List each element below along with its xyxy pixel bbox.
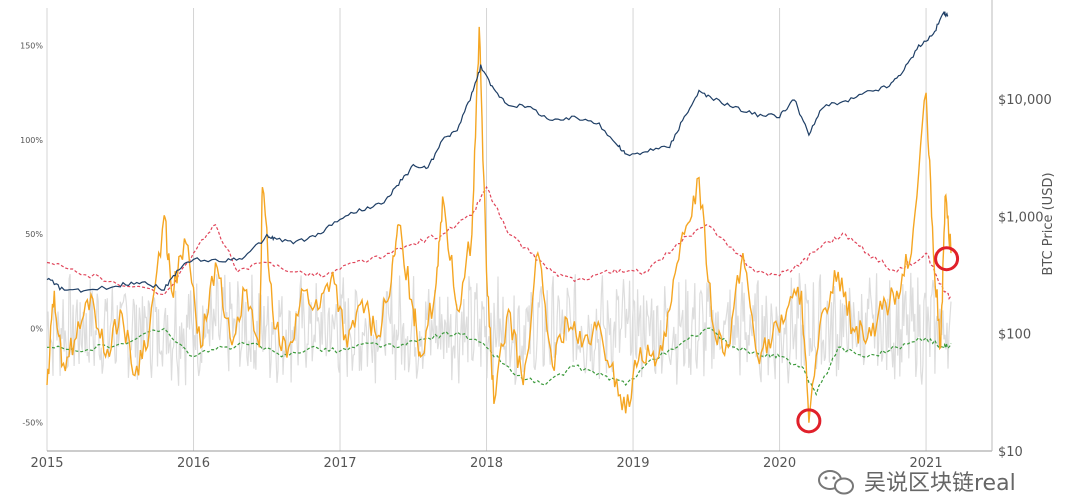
- grid-lines: [46, 8, 927, 451]
- series-group: [46, 11, 952, 423]
- left-tick-label: 150%: [20, 42, 43, 51]
- annotations: [796, 246, 960, 434]
- watermark-text: 吴说区块链real: [864, 471, 1016, 496]
- x-tick-label: 2021: [910, 456, 943, 471]
- right-axis-title: BTC Price (USD): [1041, 172, 1056, 275]
- left-tick-label: -50%: [22, 419, 43, 428]
- right-tick-label: $10,000: [998, 93, 1052, 108]
- x-tick-label: 2017: [323, 456, 356, 471]
- x-tick-label: 2016: [177, 456, 210, 471]
- x-tick-label: 2020: [763, 456, 796, 471]
- axes: 2015 2016 2017 2018 2019 2020 2021 150% 100% 50% 0…: [20, 0, 1052, 471]
- annotation-circle: [796, 408, 822, 434]
- background-noise-series: [46, 272, 952, 386]
- right-tick-label: $100: [998, 328, 1031, 343]
- x-tick-label: 2019: [616, 456, 649, 471]
- left-tick-label: 0%: [30, 324, 43, 333]
- x-tick-label: 2018: [470, 456, 503, 471]
- annotation-circle: [934, 246, 960, 272]
- series-mvrv-deviation: [46, 26, 952, 423]
- watermark: 吴说区块链real: [818, 470, 1016, 496]
- right-tick-label: $10: [998, 445, 1023, 460]
- series-upper-band: [46, 185, 952, 300]
- left-tick-label: 50%: [25, 230, 43, 239]
- left-tick-label: 100%: [20, 136, 43, 145]
- series-lower-band: [47, 327, 952, 397]
- right-tick-label: $1,000: [998, 210, 1044, 225]
- series-btc-price: [46, 11, 949, 293]
- wechat-icon: [818, 470, 854, 495]
- noise-line: [46, 272, 952, 386]
- x-tick-label: 2015: [30, 456, 63, 471]
